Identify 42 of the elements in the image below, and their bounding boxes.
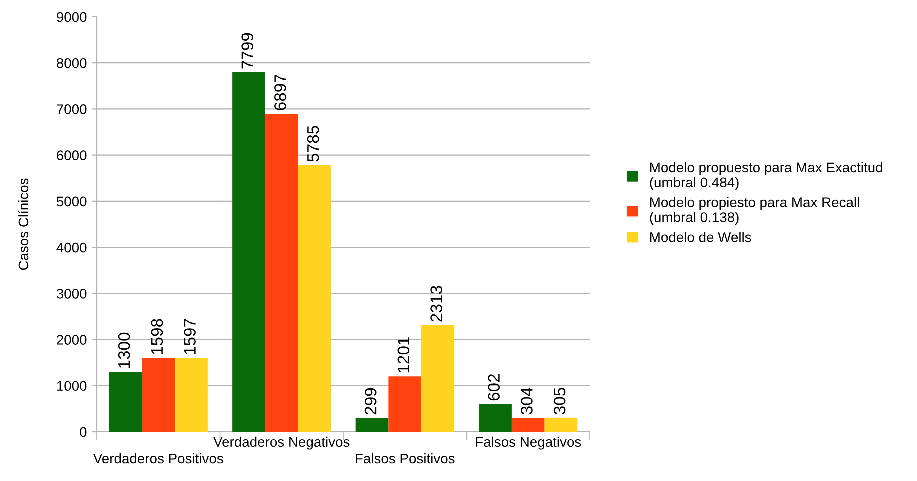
x-tick-label: Falsos Positivos <box>356 453 455 464</box>
y-tick-label: 2000 <box>57 335 87 345</box>
legend-label: Modelo de Wells <box>650 232 752 242</box>
y-tick-label: 5000 <box>56 196 87 207</box>
y-axis-title: Casos Clínicos <box>18 178 29 270</box>
bar <box>232 72 266 432</box>
data-label: 1597 <box>184 319 196 354</box>
bar <box>544 418 578 432</box>
data-label: 305 <box>554 388 566 415</box>
y-tick-label: 9000 <box>57 12 87 22</box>
data-label: 7799 <box>242 33 254 69</box>
legend-label: Modelo propuesto para Max Exactitud (umbral 0.484) <box>650 162 882 190</box>
data-label: 6897 <box>274 74 286 110</box>
data-label: 299 <box>364 388 377 415</box>
y-tick-label: 6000 <box>57 150 87 161</box>
bar <box>142 358 176 432</box>
bar <box>388 376 422 432</box>
x-tick-label: Verdaderos Negativos <box>214 436 350 450</box>
data-label: 602 <box>488 374 500 401</box>
bar <box>356 418 389 432</box>
legend-label: Modelo propiesto para Max Recall (umbral 0.138) <box>650 197 860 226</box>
bar <box>265 114 298 432</box>
y-tick-label: 0 <box>80 427 87 438</box>
y-tick-label: 3000 <box>56 289 87 299</box>
x-tick-label: Verdaderos Positivos <box>93 453 224 464</box>
y-tick-label: 1000 <box>57 381 87 392</box>
data-label: 304 <box>521 388 533 415</box>
data-label: 1598 <box>151 319 164 354</box>
bar <box>298 165 332 432</box>
data-label: 1201 <box>398 338 410 373</box>
bar <box>422 325 454 432</box>
bar <box>175 358 208 432</box>
y-tick-label: 4000 <box>56 242 87 253</box>
x-tick-label: Falsos Negativos <box>476 436 582 450</box>
data-label: 1300 <box>118 332 130 368</box>
bar <box>109 372 142 432</box>
data-label: 5785 <box>307 126 320 162</box>
bar <box>479 404 512 432</box>
y-tick-label: 8000 <box>56 58 87 68</box>
y-tick-label: 7000 <box>57 104 87 114</box>
data-label: 2313 <box>430 286 442 322</box>
bar <box>512 418 545 432</box>
